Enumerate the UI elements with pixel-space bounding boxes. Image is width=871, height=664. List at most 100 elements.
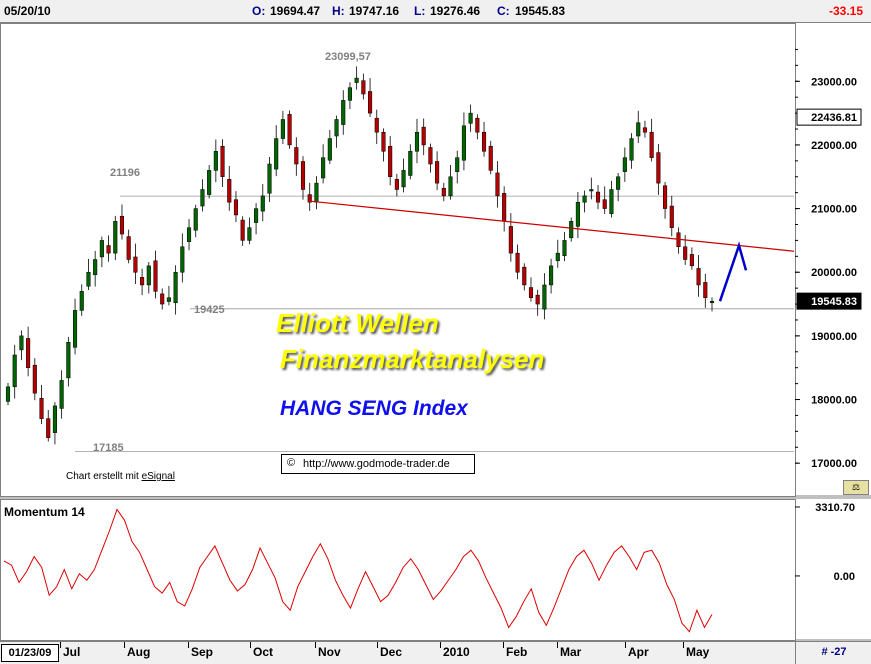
- overlay-line2: Finanzmarktanalysen: [280, 344, 545, 374]
- candle-body: [602, 199, 607, 209]
- candle-body: [173, 271, 178, 304]
- candle-body: [207, 170, 212, 195]
- candle-body: [166, 297, 171, 302]
- candle-body: [300, 161, 306, 190]
- candle-body: [388, 145, 393, 178]
- copyright-icon: ©: [287, 457, 296, 469]
- candle-body: [99, 240, 104, 258]
- candle-body: [595, 191, 601, 203]
- month-tick: [188, 642, 189, 648]
- candle-body: [314, 182, 319, 203]
- month-label: Feb: [506, 645, 528, 659]
- price-tick-label: 17000.00: [811, 458, 857, 470]
- price-marker-label: 19545.83: [811, 296, 857, 308]
- candle-body: [113, 221, 118, 254]
- candle-body: [52, 405, 57, 433]
- price-annotation: 21196: [110, 167, 140, 179]
- candle-body: [441, 187, 446, 197]
- month-label: Nov: [318, 645, 341, 659]
- candle-body: [535, 294, 540, 305]
- candle-body: [19, 335, 24, 351]
- momentum-tick-label: 0.00: [834, 571, 855, 583]
- candle-body: [528, 287, 534, 298]
- candle-body: [334, 119, 339, 137]
- candle-body: [582, 195, 587, 203]
- candle-body: [321, 157, 326, 179]
- candle-body: [589, 189, 594, 192]
- candle-body: [689, 254, 694, 267]
- price-tick-label: 21000.00: [811, 204, 857, 216]
- price-tick-label: 18000.00: [811, 395, 857, 407]
- month-label: Oct: [253, 645, 274, 659]
- candle-body: [287, 114, 292, 146]
- candle-body: [233, 199, 239, 216]
- momentum-line: [3, 508, 713, 633]
- candle-body: [616, 176, 621, 190]
- candle-body: [495, 172, 500, 197]
- candle-body: [247, 227, 252, 241]
- candle-body: [341, 100, 346, 125]
- momentum-axis: [795, 499, 871, 639]
- candle-body: [461, 125, 466, 161]
- price-annotation: 19425: [194, 304, 225, 316]
- candle-body: [361, 80, 366, 95]
- candle-body: [307, 194, 312, 203]
- close-value: 19545.83: [515, 4, 566, 18]
- price-marker-label: 22436.81: [811, 112, 857, 124]
- candle-body: [569, 221, 574, 239]
- scale-icon[interactable]: ⚖: [843, 480, 869, 495]
- start-date[interactable]: 01/23/09: [1, 644, 59, 662]
- url-text: http://www.godmode-trader.de: [303, 458, 450, 470]
- month-tick: [377, 642, 378, 648]
- candle-body: [79, 291, 84, 311]
- price-tick-label: 23000.00: [811, 76, 857, 88]
- candle-body: [200, 189, 205, 207]
- price-marker-box: [796, 292, 862, 310]
- candle-body: [622, 157, 627, 172]
- month-tick: [124, 642, 125, 648]
- candle-body: [381, 131, 386, 152]
- candle-body: [368, 91, 373, 114]
- candle-body: [475, 117, 480, 133]
- candle-body: [488, 145, 493, 171]
- candle-body: [39, 398, 44, 419]
- esignal-link[interactable]: eSignal: [141, 471, 175, 482]
- candle-body: [522, 266, 527, 286]
- url-badge[interactable]: © http://www.godmode-trader.de: [281, 454, 475, 474]
- close-label: C:: [497, 4, 510, 18]
- month-tick: [250, 642, 251, 648]
- low-value: 19276.46: [430, 4, 481, 18]
- high-value: 19747.16: [349, 4, 400, 18]
- candle-body: [414, 131, 420, 152]
- candle-body: [549, 265, 554, 286]
- momentum-tick-label: 3310.70: [815, 502, 855, 514]
- candle-body: [254, 208, 259, 223]
- candle-body: [428, 147, 433, 165]
- index-title: HANG SENG Index: [280, 397, 468, 420]
- candle-body: [683, 246, 688, 260]
- candle-body: [481, 131, 487, 152]
- credit-prefix: Chart erstellt mit: [66, 471, 142, 482]
- bar-count: # -27: [795, 642, 871, 664]
- price-axis: [795, 23, 871, 495]
- candle-body: [119, 215, 125, 235]
- price-panel[interactable]: [0, 23, 796, 497]
- candle-body: [354, 77, 359, 83]
- price-marker-box: [796, 108, 862, 126]
- candle-body: [421, 126, 426, 146]
- candle-body: [240, 219, 245, 241]
- open-label: O:: [252, 4, 266, 18]
- candle-body: [408, 151, 413, 176]
- momentum-title: Momentum 14: [4, 505, 85, 519]
- month-tick: [557, 642, 558, 648]
- overlay-line1: Elliott Wellen: [276, 308, 439, 338]
- month-tick: [315, 642, 316, 648]
- candle-body: [508, 226, 513, 254]
- candle-body: [455, 157, 460, 172]
- price-annotation: 23099,57: [325, 51, 371, 63]
- candle-body: [220, 145, 225, 178]
- candle-body: [5, 386, 11, 402]
- candle-body: [193, 208, 198, 231]
- momentum-panel[interactable]: [0, 499, 796, 641]
